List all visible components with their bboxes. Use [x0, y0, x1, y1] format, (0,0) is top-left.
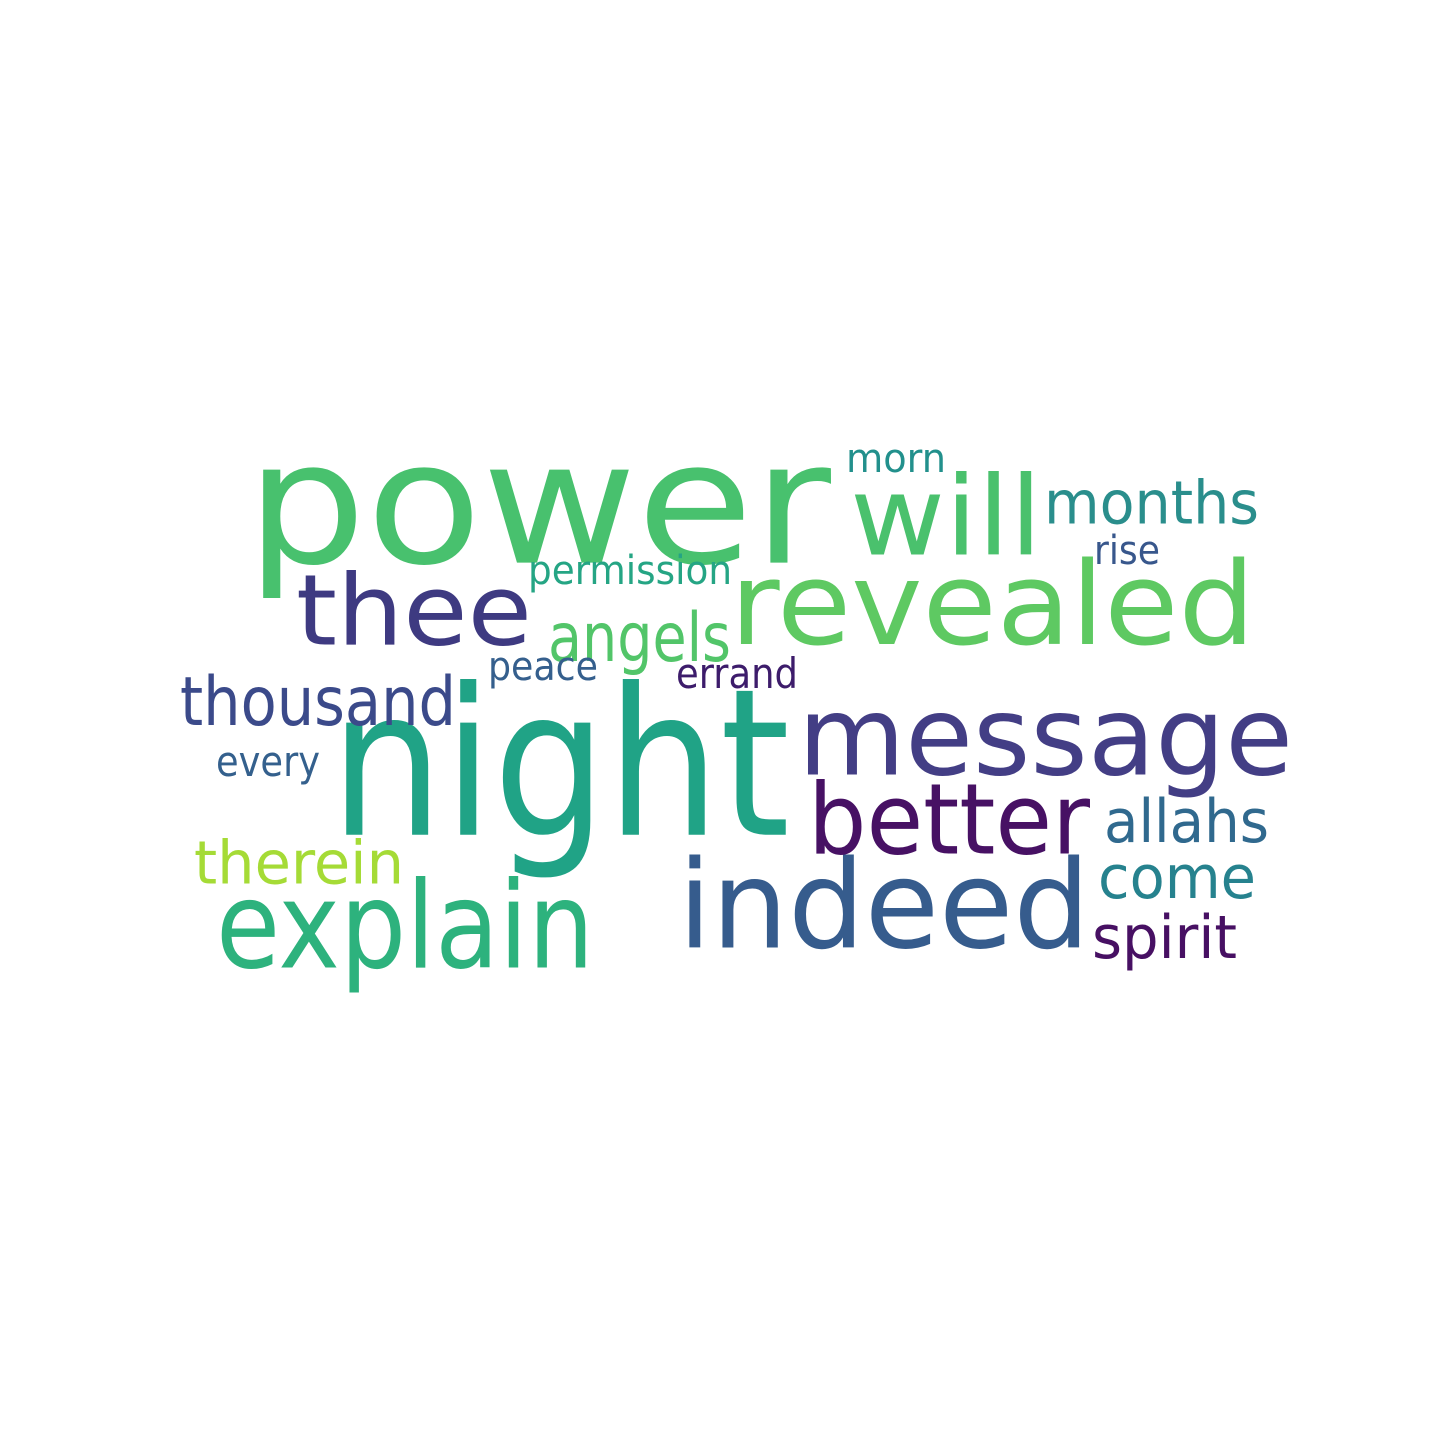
word-revealed: revealed	[730, 538, 1256, 672]
word-months: months	[1044, 468, 1260, 539]
word-night: night	[330, 644, 791, 884]
word-angels: angels	[548, 597, 731, 678]
word-errand: errand	[676, 650, 798, 699]
word-allahs: allahs	[1104, 786, 1269, 857]
word-morn: morn	[846, 436, 946, 483]
word-every: every	[216, 738, 320, 787]
word-spirit: spirit	[1092, 902, 1238, 973]
word-thousand: thousand	[180, 661, 456, 742]
word-better: better	[808, 763, 1091, 878]
word-will: will	[850, 453, 1042, 581]
word-power: power	[246, 405, 832, 604]
word-permission: permission	[528, 548, 733, 595]
word-message: message	[798, 673, 1293, 801]
word-explain: explain	[216, 856, 595, 996]
word-come: come	[1098, 842, 1256, 913]
word-rise: rise	[1094, 528, 1161, 575]
word-therein: therein	[194, 828, 404, 899]
word-peace: peace	[488, 644, 598, 691]
word-thee: thee	[296, 553, 532, 668]
word-indeed: indeed	[678, 835, 1090, 978]
